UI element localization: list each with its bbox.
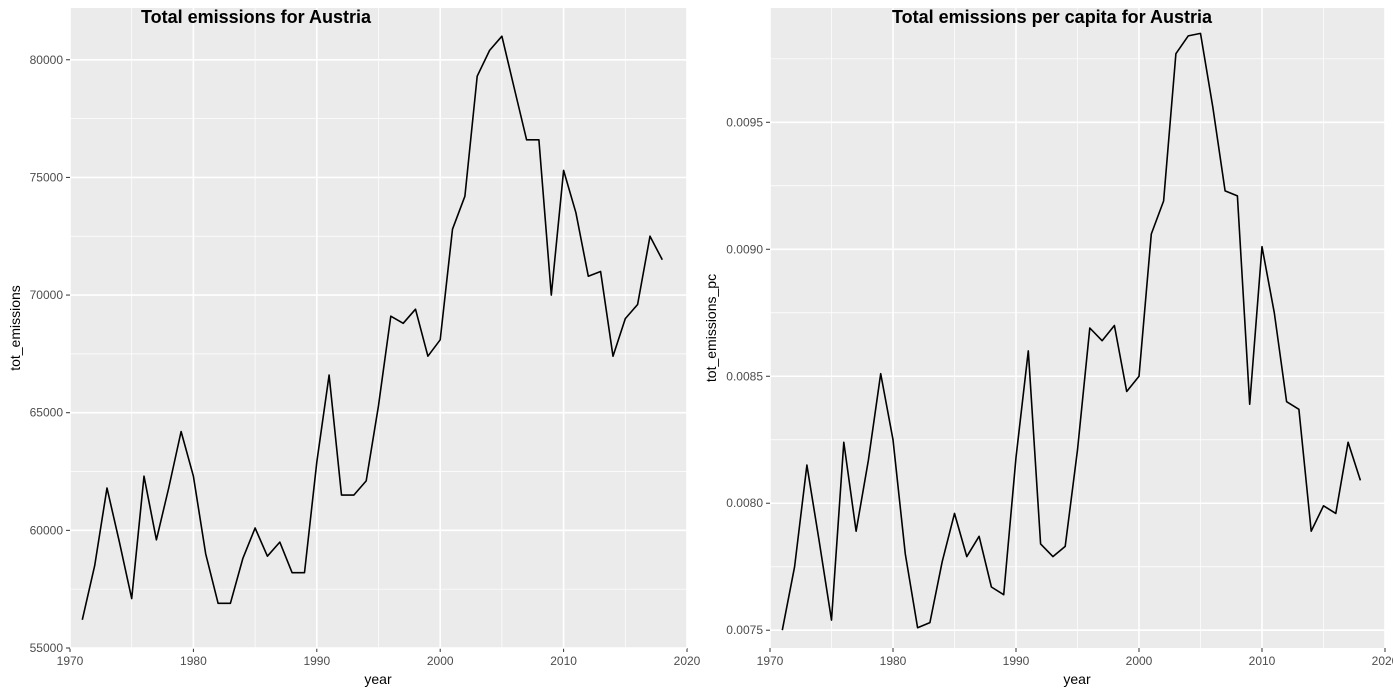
y-tick-label: 0.0075 xyxy=(726,623,763,637)
y-tick-label: 0.0080 xyxy=(726,496,763,510)
x-tick-label: 2010 xyxy=(1249,654,1276,668)
x-tick-label: 2010 xyxy=(550,654,577,668)
y-tick-label: 0.0095 xyxy=(726,115,763,129)
x-tick-label: 1990 xyxy=(1003,654,1030,668)
y-axis-title: tot_emissions xyxy=(7,285,23,371)
chart-title: Total emissions for Austria xyxy=(141,7,372,27)
emissions-line xyxy=(81,35,664,620)
emissions-chart: 1970 1980 1990 2000 2010 2020 55000 60000 65000 7… xyxy=(7,7,701,687)
y-tick-label: 80000 xyxy=(30,53,64,67)
x-tick-label: 2020 xyxy=(674,654,701,668)
x-tick-label: 1990 xyxy=(303,654,330,668)
y-tick-label: 0.0090 xyxy=(726,242,763,256)
x-tick-label: 2020 xyxy=(1372,654,1393,668)
y-axis-title: tot_emissions_pc xyxy=(703,274,719,382)
chart-title: Total emissions per capita for Austria xyxy=(892,7,1213,27)
x-tick-label: 1980 xyxy=(180,654,207,668)
x-tick-label: 2000 xyxy=(427,654,454,668)
y-tick-label: 65000 xyxy=(30,406,64,420)
x-tick-label: 1970 xyxy=(757,654,784,668)
y-tick-label: 55000 xyxy=(30,641,64,655)
x-tick-label: 1970 xyxy=(57,654,84,668)
x-tick-label: 2000 xyxy=(1126,654,1153,668)
emissions-per-capita-chart: 1970 1980 1990 2000 2010 2020 0.0075 0.0080 0.00… xyxy=(703,7,1393,687)
x-axis-title: year xyxy=(364,671,392,687)
y-tick-label: 75000 xyxy=(30,170,64,184)
y-tick-label: 0.0085 xyxy=(726,369,763,383)
y-tick-label: 70000 xyxy=(30,288,64,302)
x-axis-title: year xyxy=(1063,671,1091,687)
y-tick-label: 60000 xyxy=(30,523,64,537)
x-tick-label: 1980 xyxy=(880,654,907,668)
emissions-line xyxy=(781,32,1362,631)
